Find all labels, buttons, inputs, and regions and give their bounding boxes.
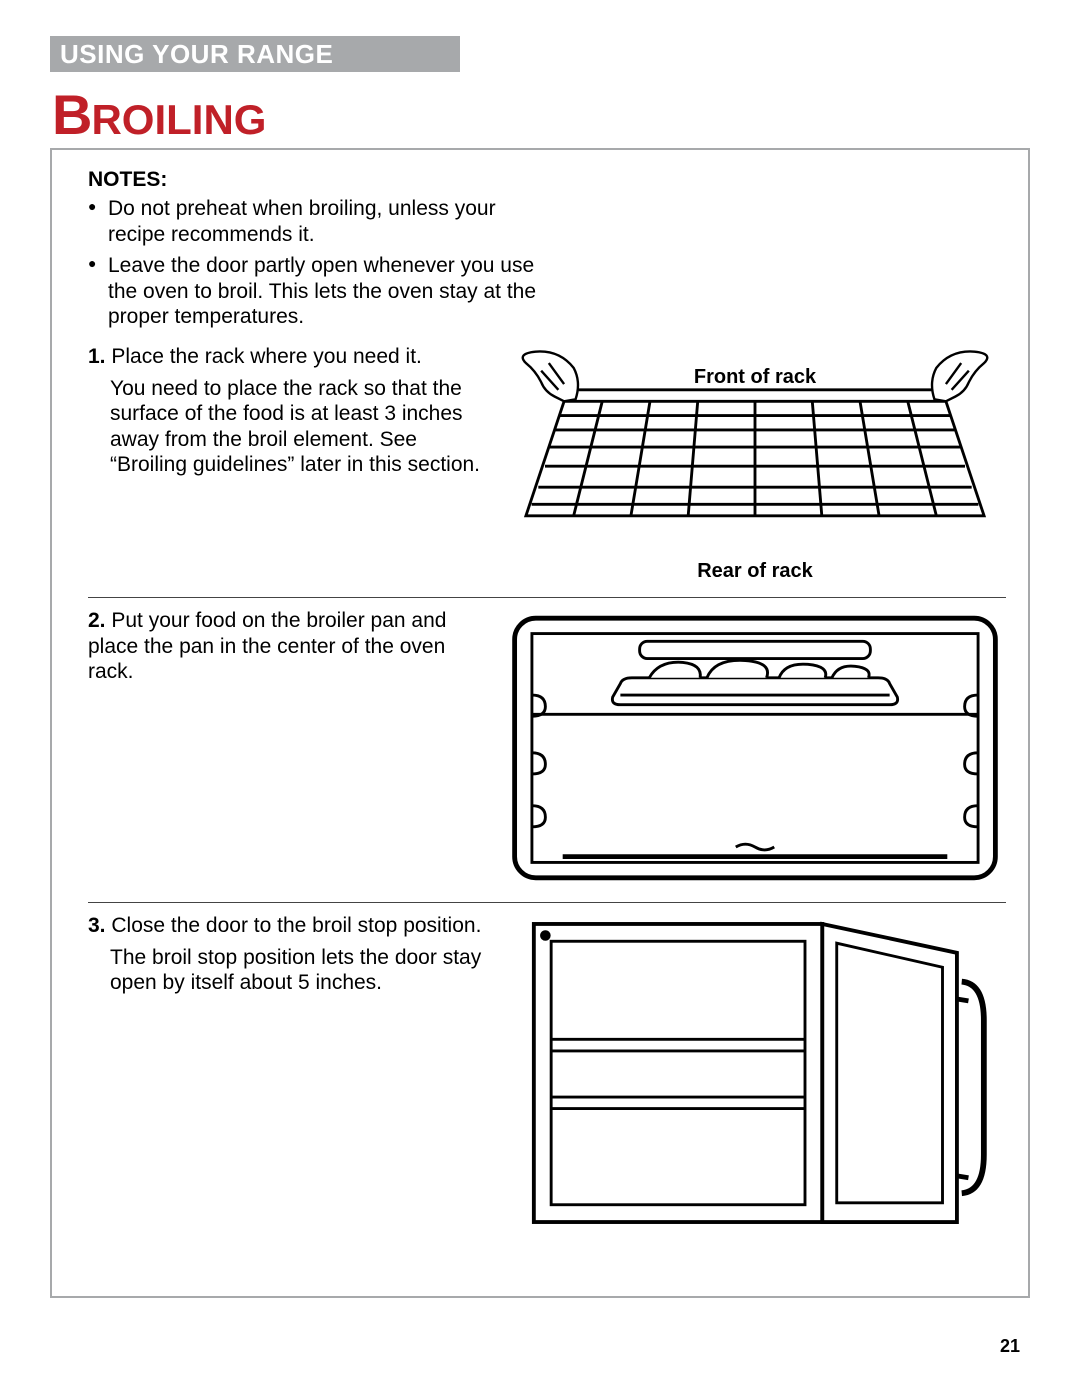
step-row-1: 1. Place the rack where you need it. You…	[88, 344, 1006, 598]
oven-door-ajar-illustration	[505, 913, 1005, 1233]
step-3-number: 3.	[88, 914, 106, 937]
step-1-number: 1.	[88, 345, 106, 368]
step-1-body: You need to place the rack so that the s…	[110, 376, 488, 478]
step-2-number: 2.	[88, 609, 106, 632]
step-3-figure	[504, 913, 1006, 1233]
step-3-body: The broil stop position lets the door st…	[110, 945, 488, 996]
content-panel: NOTES: Do not preheat when broiling, unl…	[50, 148, 1030, 1298]
notes-label: NOTES:	[88, 168, 1006, 192]
step-row-2: 2. Put your food on the broiler pan and …	[88, 608, 1006, 903]
step-2-lead: Put your food on the broiler pan and pla…	[88, 609, 446, 683]
note-item: Do not preheat when broiling, unless you…	[88, 196, 548, 247]
oven-front-illustration	[505, 608, 1005, 888]
fig-label-rear: Rear of rack	[504, 560, 1006, 583]
section-header-label: USING YOUR RANGE	[60, 39, 333, 69]
step-1-figure: Front of rack	[504, 344, 1006, 583]
step-3-text: 3. Close the door to the broil stop posi…	[88, 913, 488, 1233]
step-row-3: 3. Close the door to the broil stop posi…	[88, 913, 1006, 1247]
fig-label-front: Front of rack	[504, 366, 1006, 389]
step-3-lead: Close the door to the broil stop positio…	[111, 914, 481, 937]
notes-list: Do not preheat when broiling, unless you…	[88, 196, 1006, 330]
title-rest: ROILING	[91, 96, 266, 143]
page-number: 21	[1000, 1336, 1020, 1357]
page-title: BROILING	[52, 82, 266, 147]
note-item: Leave the door partly open whenever you …	[88, 253, 548, 330]
step-1-text: 1. Place the rack where you need it. You…	[88, 344, 488, 583]
step-1-lead: Place the rack where you need it.	[111, 345, 422, 368]
section-header-bar: USING YOUR RANGE	[50, 36, 460, 72]
title-first-letter: B	[52, 83, 91, 146]
step-2-text: 2. Put your food on the broiler pan and …	[88, 608, 488, 888]
step-2-figure	[504, 608, 1006, 888]
